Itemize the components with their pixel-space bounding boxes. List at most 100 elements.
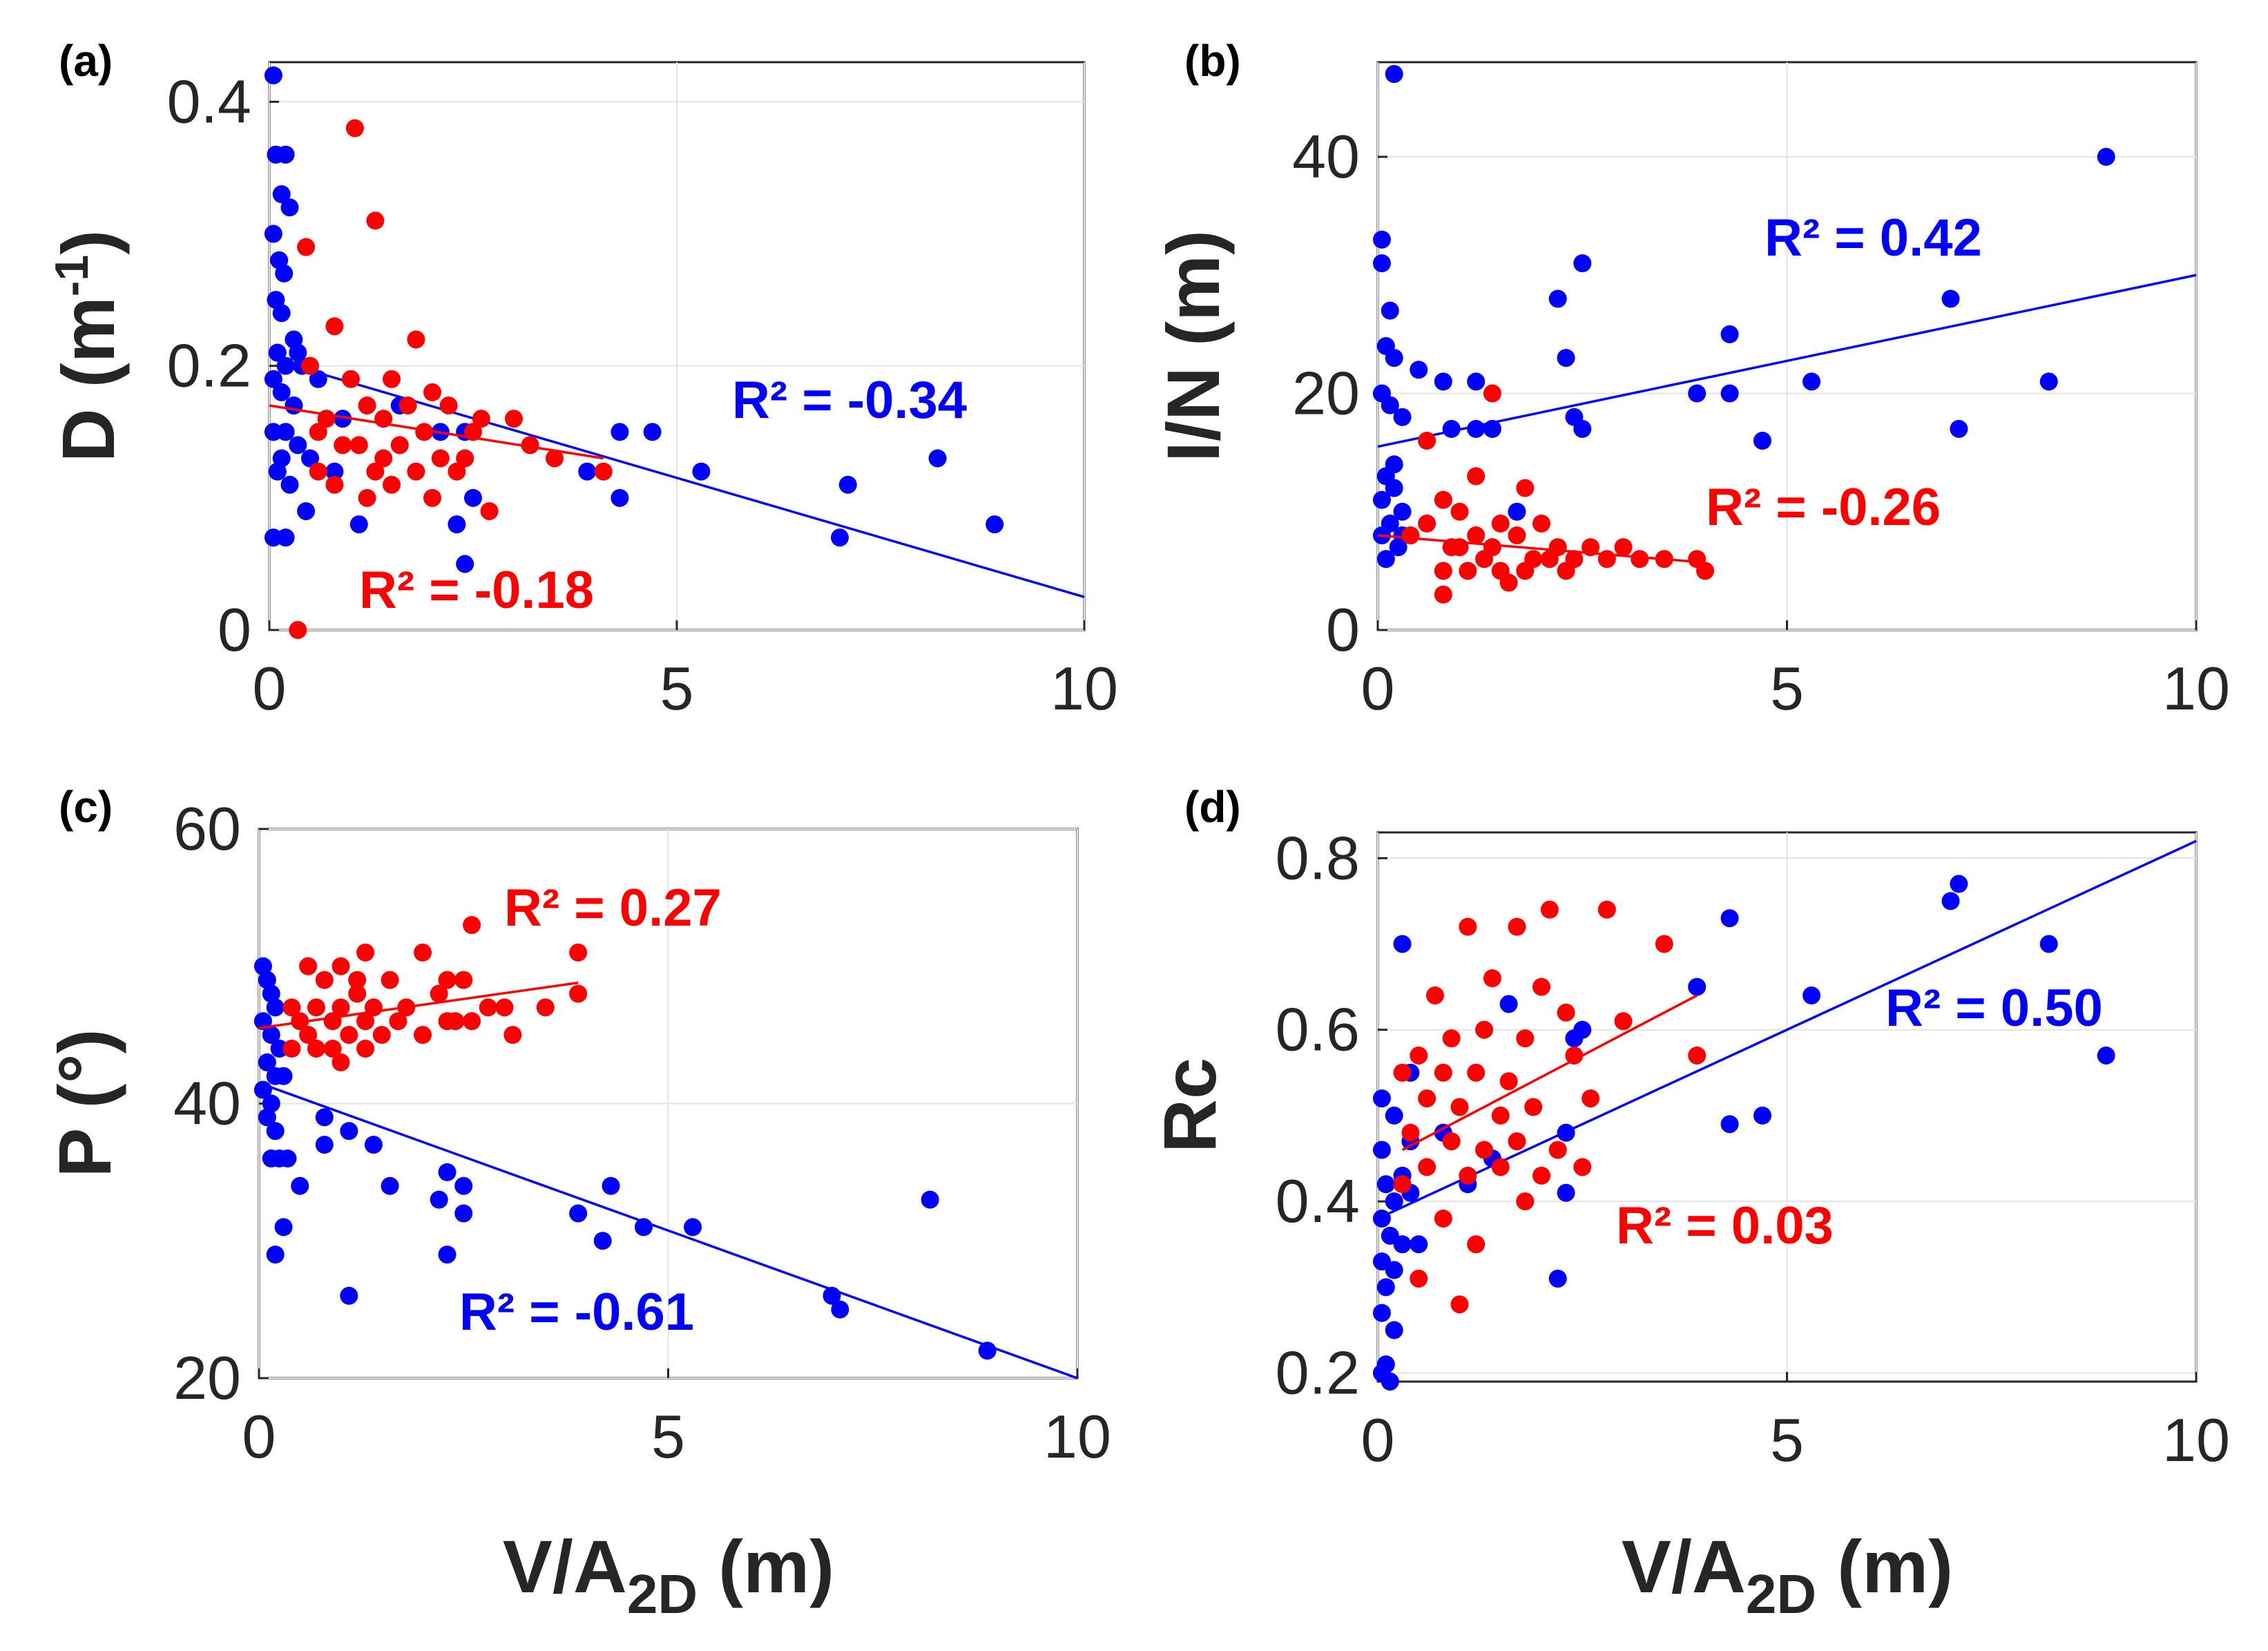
data-point-blue [1381,1373,1399,1391]
panel-a-tag: (a) [59,36,113,86]
data-point-blue [272,449,291,468]
data-point-blue [921,1190,939,1209]
panel-c: (c) 20 40 60 0 5 10 P (°) V/A2D (m) R² = 0.2… [43,782,1111,1625]
data-point-red [348,984,367,1003]
data-point-blue [315,1136,334,1154]
panel-a-x-ticks: 0 5 10 [253,620,1118,723]
data-point-red [1410,1269,1428,1288]
data-point-red [1393,1175,1412,1194]
y-tick-label: 0.8 [1276,823,1360,892]
data-point-blue [364,1136,383,1154]
data-point-blue [274,1067,293,1085]
data-point-red [1467,526,1486,544]
data-point-blue [253,957,272,975]
y-tick-label: 0.6 [1276,995,1360,1064]
data-point-red [309,462,327,481]
x-tick-label: 10 [1050,654,1118,723]
data-point-blue [1499,995,1518,1013]
data-point-red [1631,550,1649,569]
data-point-red [1467,467,1486,486]
data-point-red [1459,917,1477,936]
data-point-red [398,397,417,415]
data-point-blue [448,515,466,534]
panel-d-y-ticks: 0.2 0.4 0.6 0.8 [1276,823,1387,1407]
data-point-red [1565,1046,1584,1065]
data-point-blue [1372,1209,1391,1228]
data-point-red [1434,1209,1452,1228]
data-point-red [521,436,539,455]
panel-d-r2-blue: R² = 0.50 [1885,979,2103,1038]
data-point-red [1508,1132,1526,1151]
data-point-red [323,1012,342,1031]
panel-a-r2-red: R² = -0.18 [359,561,594,620]
data-point-red [1434,585,1452,604]
data-point-red [1401,1123,1420,1142]
data-point-blue [684,1218,702,1237]
data-point-red [1540,900,1559,919]
data-point-blue [1573,254,1592,273]
data-point-blue [593,1232,612,1250]
data-point-red [1688,1046,1707,1065]
data-point-blue [1376,1175,1395,1194]
data-point-blue [1950,875,1968,893]
data-point-red [334,436,352,455]
y-tick-label: 60 [173,794,241,863]
y-tick-label: 20 [1292,359,1360,428]
data-point-blue [1372,254,1391,273]
data-point-red [1614,538,1633,557]
data-point-blue [1385,1321,1403,1339]
x-tick-label: 5 [1770,654,1804,723]
data-point-red [1434,1063,1452,1082]
data-point-blue [1573,1020,1592,1039]
data-point-blue [1385,1261,1403,1279]
data-point-red [1467,1235,1486,1254]
data-point-red [1434,562,1452,580]
data-point-red [1557,1003,1575,1022]
panel-b-y-ticks: 0 20 40 [1292,122,1387,664]
fit-line-blue [258,1082,1078,1380]
data-point-blue [1720,325,1739,343]
data-point-red [1524,1098,1543,1116]
y-tick-label: 0.2 [167,332,251,400]
data-point-red [1508,526,1526,544]
data-point-red [423,383,441,401]
data-point-red [1483,969,1501,988]
data-point-blue [454,1176,473,1195]
data-point-blue [262,984,280,1003]
data-point-red [1450,1295,1469,1314]
data-point-blue [258,971,276,989]
panel-c-y-ticks: 20 40 60 [173,794,269,1412]
data-point-blue [1372,1089,1391,1108]
data-point-blue [272,383,291,401]
data-point-red [325,317,344,336]
data-point-blue [611,423,629,441]
data-point-red [1442,1132,1461,1151]
data-point-blue [1393,935,1412,953]
data-point-blue [1372,1304,1391,1322]
data-point-red [282,998,301,1017]
data-point-red [1532,514,1550,533]
data-point-red [456,449,474,468]
panel-d: (d) 0.2 0.4 0.6 0.8 0 5 10 Rc V/A2D (m) R² = … [1148,782,2230,1625]
data-point-red [503,1026,522,1044]
y-tick-label: 0.4 [167,67,251,135]
panel-a-series [264,66,1085,639]
data-point-blue [2097,1046,2115,1065]
data-point-red [1655,935,1673,953]
data-point-blue [1941,289,1960,308]
data-point-blue [454,1204,473,1223]
x-tick-label: 5 [651,1402,685,1471]
data-point-blue [264,66,282,85]
data-point-blue [1803,986,1821,1005]
data-point-red [1450,502,1469,521]
data-point-red [383,370,401,388]
x-tick-label: 0 [242,1402,276,1471]
data-point-red [1475,550,1494,569]
data-point-red [495,998,514,1017]
data-point-red [1425,986,1444,1005]
data-point-red [383,475,401,494]
data-point-blue [578,462,597,481]
data-point-red [1475,1020,1494,1039]
data-point-red [356,1012,375,1031]
